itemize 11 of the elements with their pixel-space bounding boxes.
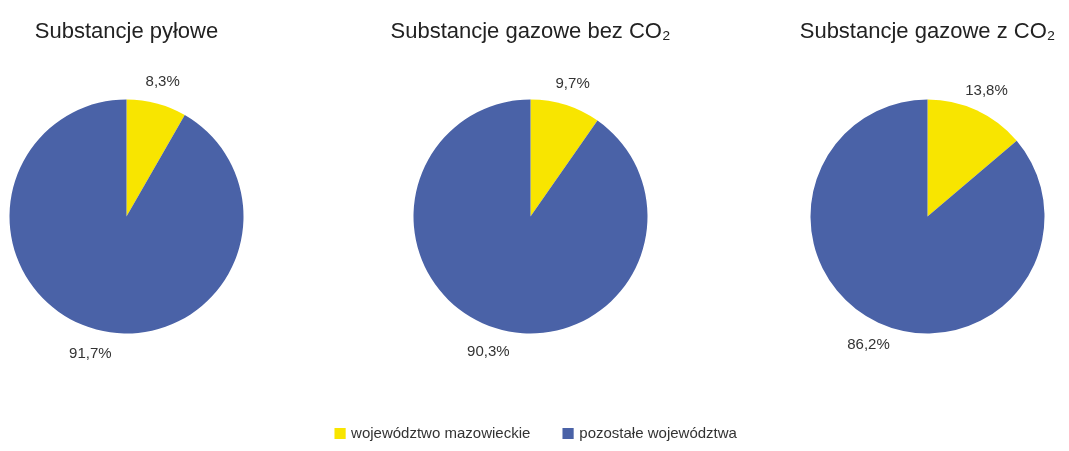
data-label: 8,3% xyxy=(145,72,180,90)
data-label: 86,2% xyxy=(847,335,890,353)
chart-title: Substancje pyłowe xyxy=(34,18,219,43)
chart-title: Substancje gazowe z CO₂ xyxy=(799,18,1056,43)
legend-label: pozostałe województwa xyxy=(579,424,737,441)
legend-label: województwo mazowieckie xyxy=(351,424,531,441)
data-label: 90,3% xyxy=(467,341,510,359)
chart-title: Substancje gazowe bez CO₂ xyxy=(390,18,671,43)
data-label: 91,7% xyxy=(69,343,112,361)
data-label: 9,7% xyxy=(555,74,590,92)
data-label: 13,8% xyxy=(965,80,1008,98)
